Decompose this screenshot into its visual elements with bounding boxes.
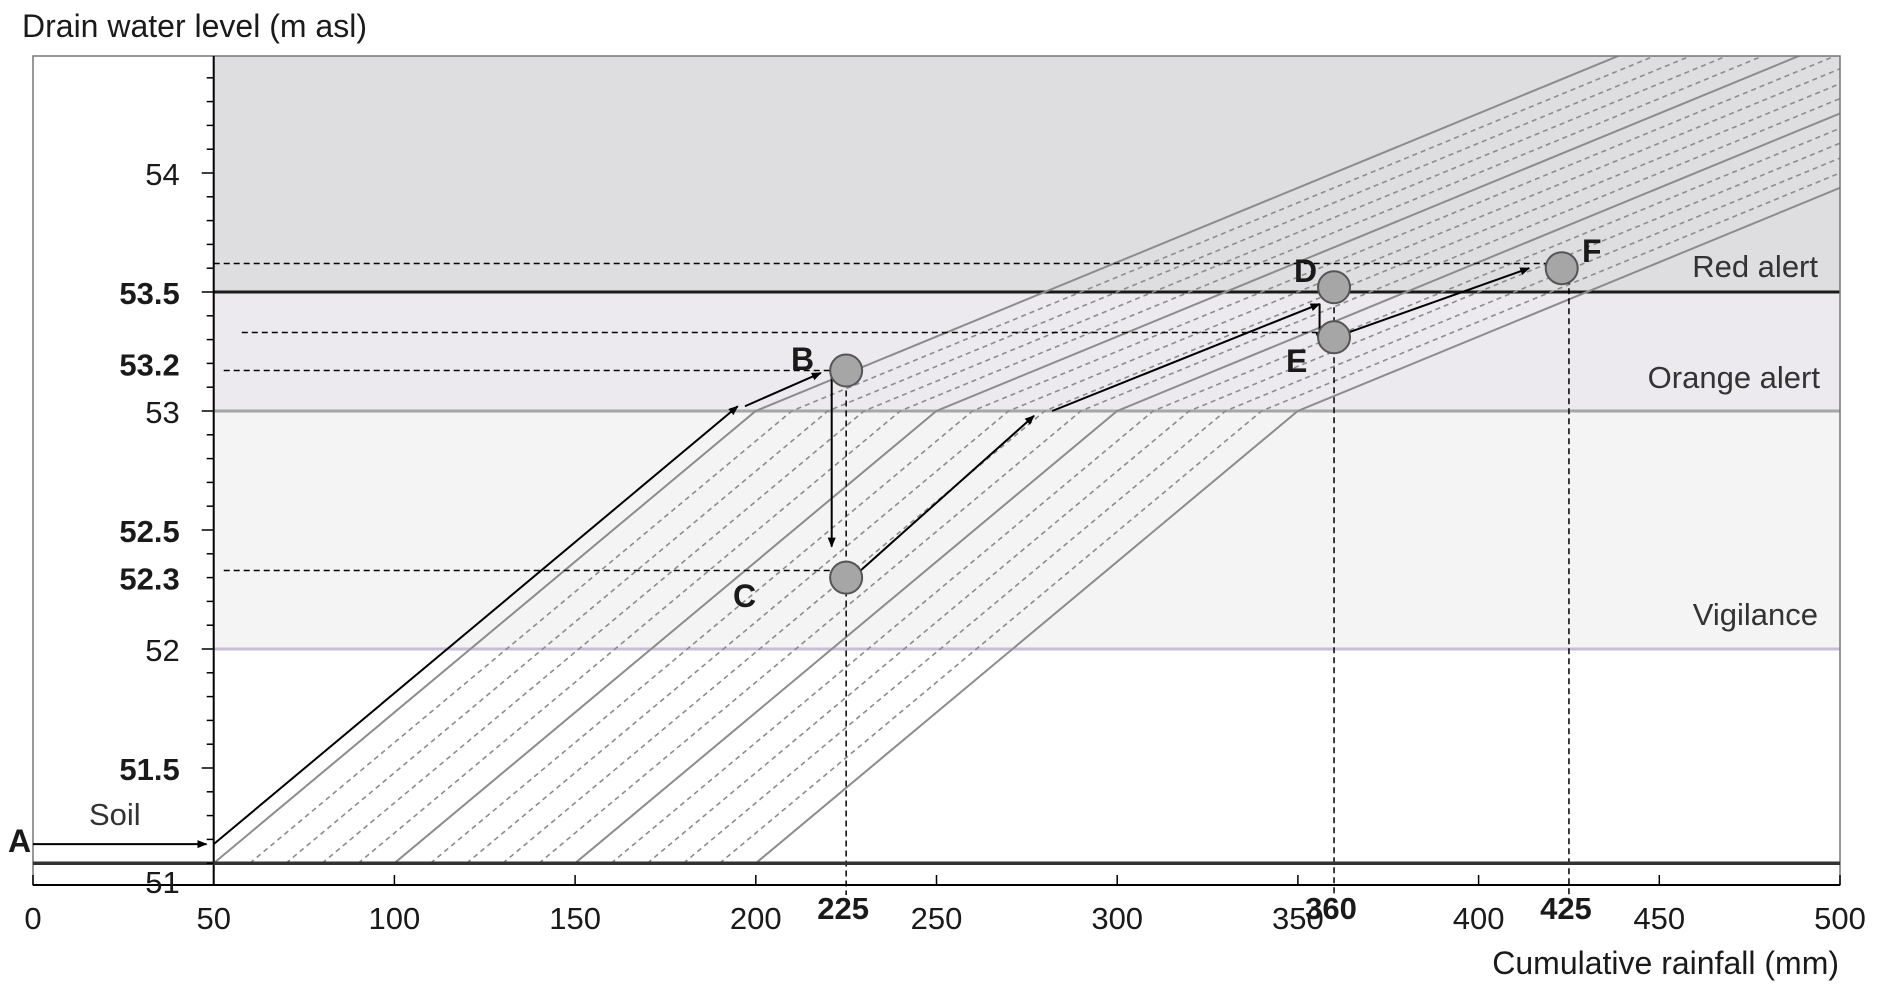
x-tick-label: 50 [196, 901, 230, 936]
y-tick-label-bold: 52.5 [119, 514, 179, 549]
y-tick-label: 53 [145, 395, 179, 430]
curve-dashed [610, 127, 1841, 864]
curve-solid [213, 56, 1621, 864]
point-label-b: B [791, 341, 814, 377]
curve-dashed [357, 56, 1765, 864]
x-tick-label: 200 [730, 901, 782, 936]
x-tick-label-bold: 360 [1305, 891, 1357, 926]
x-tick-label: 0 [24, 901, 41, 936]
zone-label-vigilance: Vigilance [1693, 597, 1818, 632]
trajectory-arrow [1348, 267, 1531, 334]
axes: 0 50 100 150 200 250 300 350 400 450 500 225 360 425 5… [24, 55, 1866, 936]
x-tick-label: 100 [369, 901, 421, 936]
trajectory-arrow [859, 415, 1035, 572]
curve-dashed [249, 56, 1657, 864]
curve-solid [393, 56, 1802, 864]
y-tick-label-bold: 53.5 [119, 276, 179, 311]
state-point-f [1544, 251, 1579, 286]
y-tick-label-bold: 51.5 [119, 752, 179, 787]
curve-dashed [430, 56, 1838, 864]
curve-dashed [502, 82, 1841, 864]
x-tick-label: 400 [1453, 901, 1505, 936]
y-tick-label: 54 [145, 157, 179, 192]
x-tick-label: 450 [1633, 901, 1685, 936]
curve-dashed [719, 172, 1841, 864]
zone-band-0 [213, 411, 1841, 649]
curve-dashed [646, 142, 1841, 864]
y-tick-label: 51 [145, 865, 179, 900]
trajectory-arrow [213, 405, 739, 845]
trajectory-arrow [744, 372, 822, 408]
y-tick-label-bold: 53.2 [119, 347, 179, 382]
curve-dashed [321, 56, 1729, 864]
rainfall-curve-family [213, 56, 1841, 864]
point-label-f: F [1582, 233, 1602, 269]
curve-solid [755, 186, 1841, 864]
point-label-a: A [8, 823, 31, 859]
x-tick-label: 350 [1272, 901, 1324, 936]
x-tick-label-bold: 225 [817, 891, 869, 926]
point-label-d: D [1294, 253, 1317, 289]
trajectory-arrow [1051, 302, 1321, 412]
state-point-b [829, 353, 864, 388]
zone-label-orange-alert: Orange alert [1648, 360, 1821, 395]
text-labels: Drain water level (m asl) Cumulative rai… [8, 8, 1839, 981]
state-point-d [1317, 270, 1352, 305]
state-point-e [1317, 320, 1352, 355]
x-tick-label: 150 [549, 901, 601, 936]
soil-label: Soil [89, 797, 141, 832]
curve-dashed [466, 67, 1841, 864]
point-label-e: E [1286, 343, 1307, 379]
curve-dashed [538, 97, 1841, 864]
y-tick-label-bold: 52.3 [119, 562, 179, 597]
zone-band-2 [213, 56, 1841, 292]
state-point-c [829, 560, 864, 595]
state-points [829, 251, 1579, 595]
point-label-c: C [733, 578, 756, 614]
curve-dashed [683, 157, 1841, 864]
curve-solid [574, 112, 1841, 864]
y-tick-label: 52 [145, 633, 179, 668]
x-tick-label: 300 [1091, 901, 1143, 936]
curve-dashed [285, 56, 1693, 864]
x-tick-label: 250 [911, 901, 963, 936]
zone-label-red-alert: Red alert [1692, 249, 1818, 284]
x-tick-label: 500 [1814, 901, 1866, 936]
x-tick-label-bold: 425 [1540, 891, 1592, 926]
zone-band-1 [213, 292, 1841, 411]
x-axis-title: Cumulative rainfall (mm) [1492, 945, 1839, 981]
dashed-guides [213, 262, 1570, 895]
y-axis-title: Drain water level (m asl) [22, 8, 367, 44]
trajectory-arrows [33, 267, 1531, 849]
